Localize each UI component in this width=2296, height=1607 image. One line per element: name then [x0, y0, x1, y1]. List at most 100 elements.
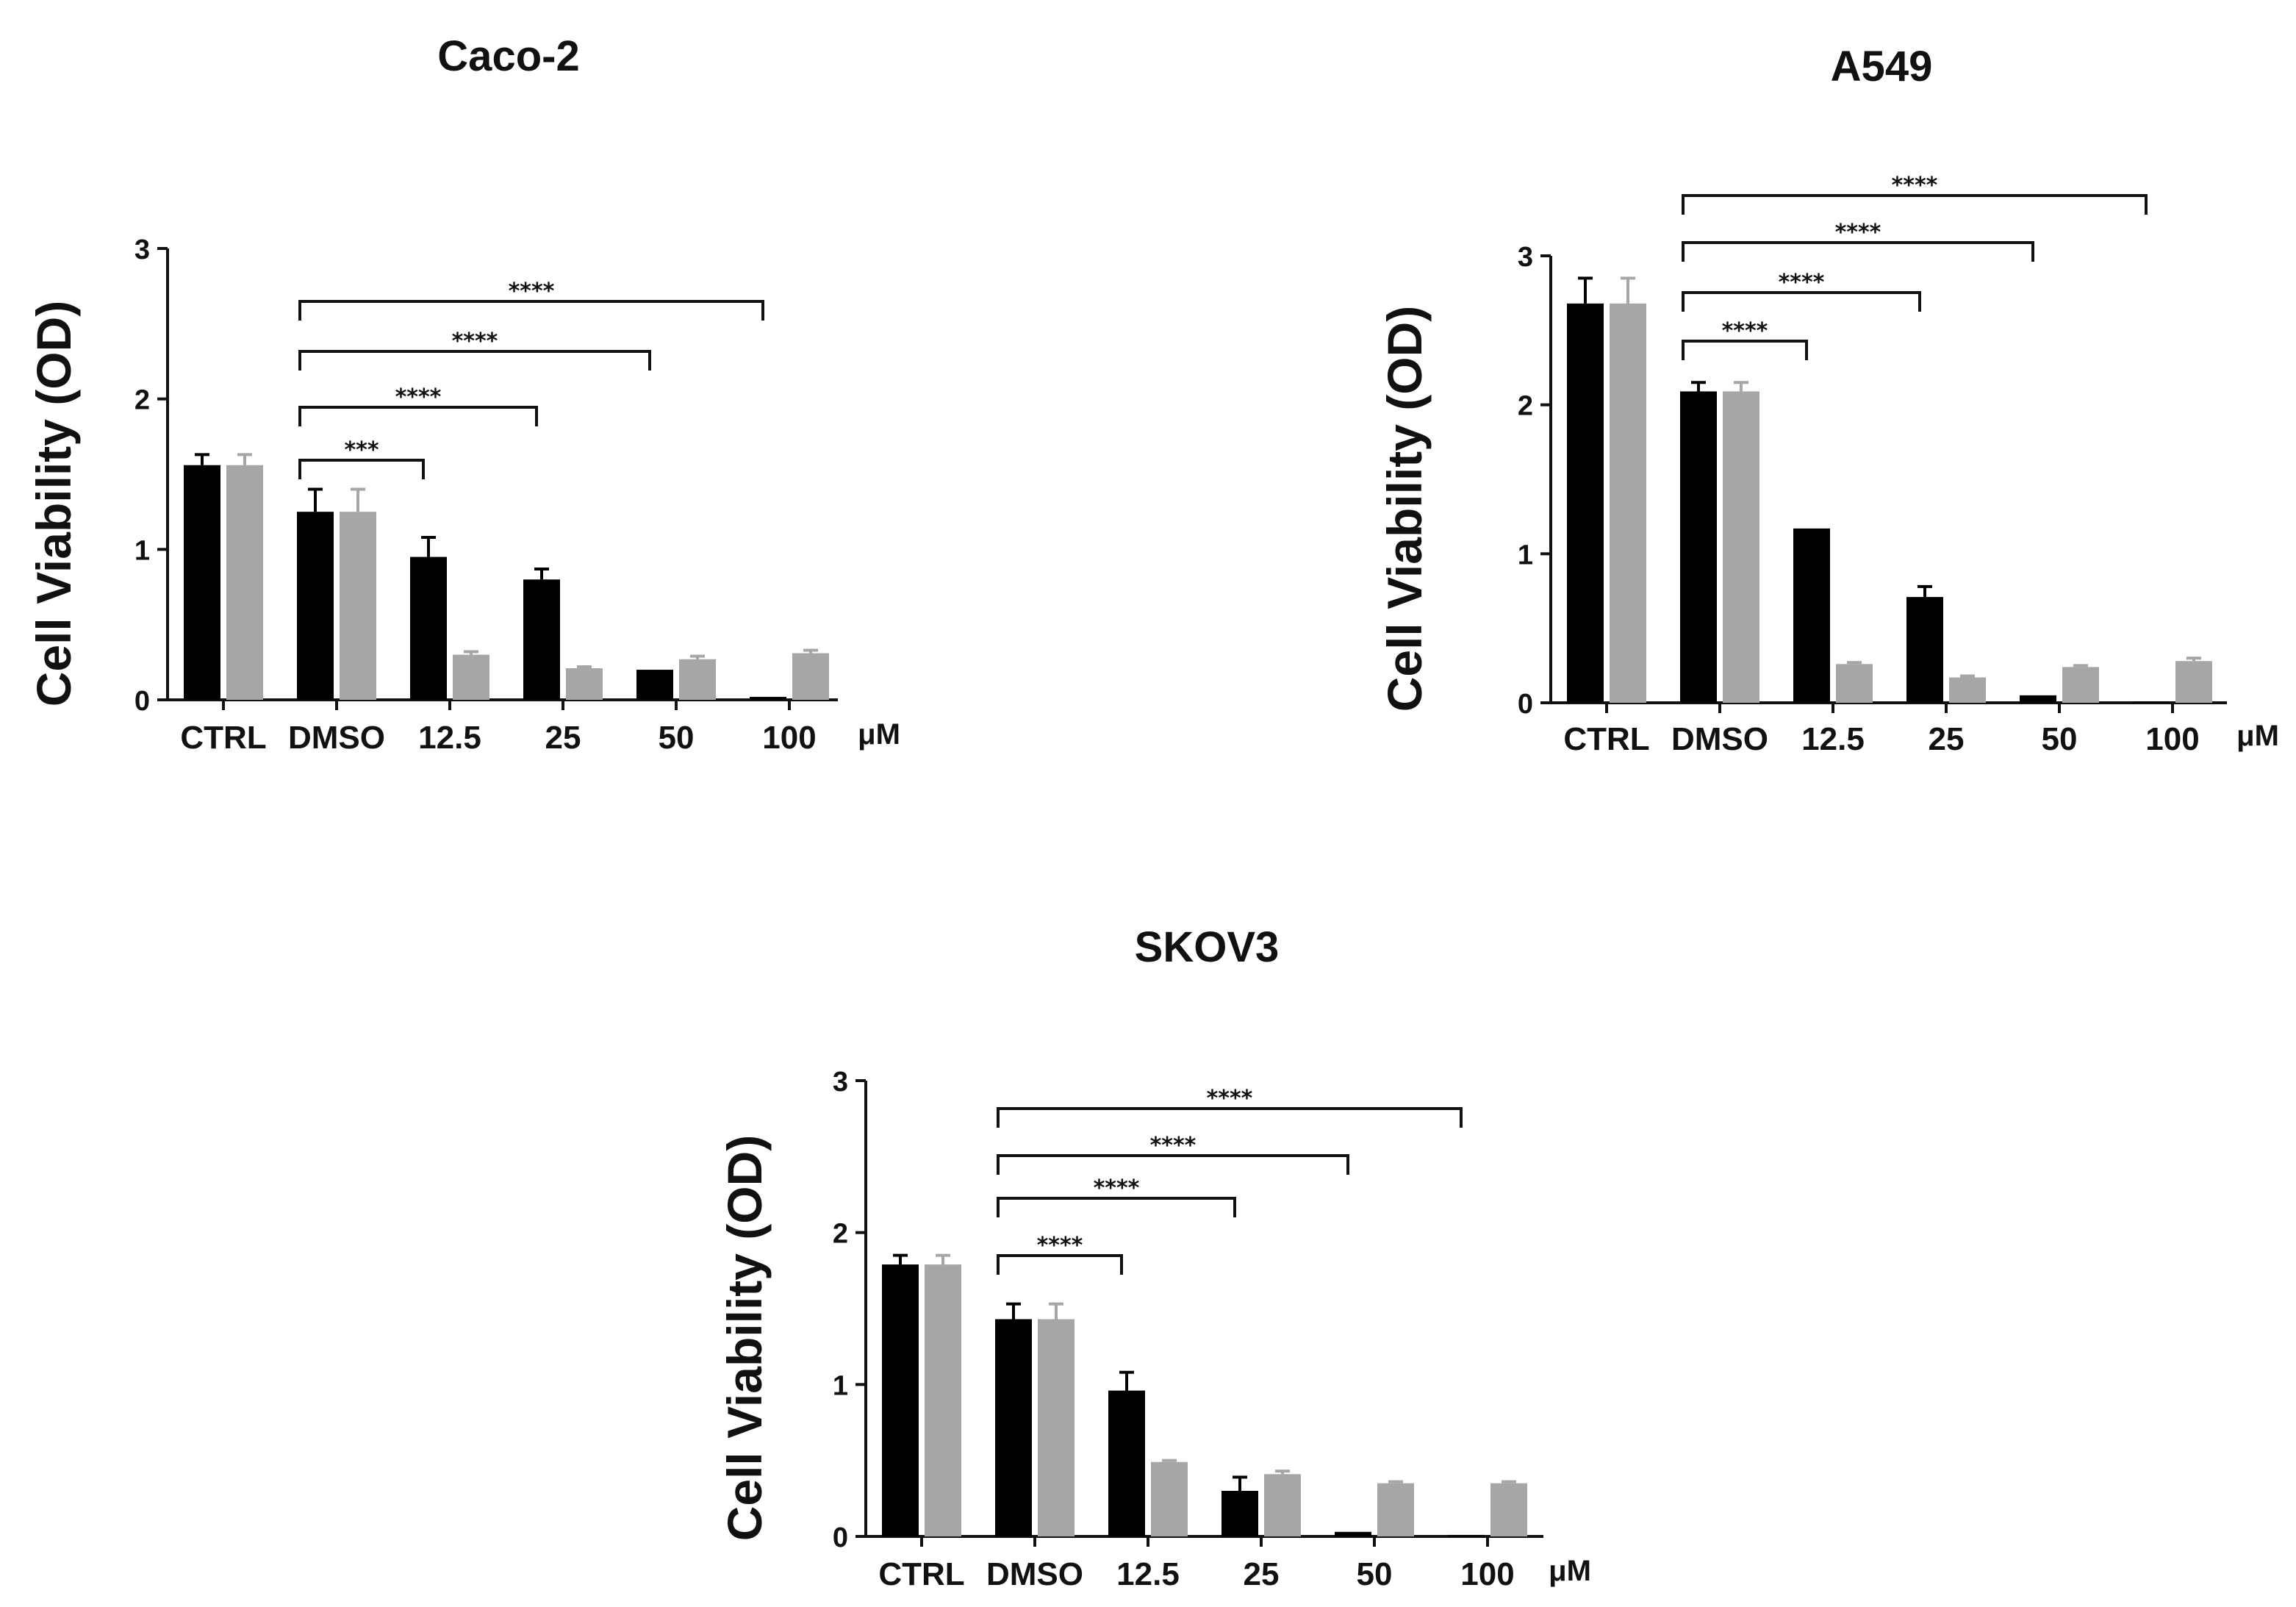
- significance-bracket: [298, 406, 538, 426]
- bar: [995, 1319, 1032, 1536]
- bar: [1264, 1474, 1301, 1536]
- bar: [882, 1264, 919, 1536]
- significance-label: ****: [452, 329, 498, 354]
- x-tick-label: 25: [1929, 721, 1965, 757]
- significance-label: ****: [509, 279, 555, 304]
- y-axis-label: Cell Viability (OD): [717, 1135, 772, 1542]
- significance-label: ****: [1037, 1233, 1083, 1259]
- bar: [297, 512, 334, 700]
- bar: [1377, 1483, 1414, 1536]
- x-tick-label: 50: [1357, 1556, 1393, 1592]
- bar: [566, 668, 603, 700]
- bar: [1448, 1534, 1485, 1536]
- chart-skov3: SKOV3 Cell Viability (OD) 0 1 2 3 CTRL DMSO 12.5…: [717, 923, 1591, 1592]
- x-tick-label: 12.5: [1801, 721, 1865, 757]
- bar: [1335, 1531, 1371, 1536]
- significance-label: ***: [344, 437, 379, 463]
- bar: [1723, 391, 1759, 703]
- x-tick-label: CTRL: [878, 1556, 964, 1592]
- significance-label: ****: [1722, 318, 1768, 344]
- bar: [1949, 677, 1986, 703]
- y-tick-label: 0: [1518, 689, 1533, 720]
- significance-bracket: [997, 1254, 1123, 1275]
- y-tick-label: 2: [1518, 391, 1533, 422]
- x-tick-label: DMSO: [1671, 721, 1768, 757]
- bar: [2175, 661, 2212, 703]
- significance-label: ****: [1150, 1133, 1197, 1159]
- significance-label: ****: [1892, 173, 1938, 198]
- y-tick-label: 0: [833, 1522, 848, 1553]
- bar: [925, 1264, 961, 1536]
- unit-label: μM: [1549, 1555, 1591, 1587]
- y-tick-label: 3: [1518, 242, 1533, 273]
- x-tick-label: DMSO: [288, 720, 385, 756]
- x-tick-label: 50: [2042, 721, 2078, 757]
- x-tick-label: 12.5: [418, 720, 481, 756]
- chart-title: SKOV3: [1135, 923, 1280, 971]
- bar: [453, 654, 489, 700]
- bar: [792, 653, 829, 700]
- bar: [1221, 1491, 1258, 1536]
- x-tick-label: 50: [659, 720, 695, 756]
- chart-a549: A549 Cell Viability (OD) 0 1 2 3 CTRL DMSO 12.5 2…: [1377, 43, 2279, 757]
- x-tick-label: 12.5: [1116, 1556, 1180, 1592]
- x-tick-label: 25: [545, 720, 581, 756]
- bar: [2133, 701, 2170, 703]
- x-tick-label: 100: [762, 720, 816, 756]
- bar: [636, 670, 673, 700]
- y-tick-label: 3: [134, 235, 150, 265]
- y-axis-label: Cell Viability (OD): [26, 301, 81, 707]
- bar: [1151, 1461, 1188, 1536]
- significance-label: ****: [1207, 1086, 1253, 1112]
- x-tick-label: CTRL: [1563, 721, 1649, 757]
- significance-bracket: [997, 1107, 1463, 1128]
- significance-bracket: [997, 1197, 1236, 1217]
- bar: [1836, 664, 1873, 703]
- significance-label: ****: [1094, 1175, 1140, 1201]
- significance-bracket: [1682, 291, 1921, 312]
- significance-label: ****: [1779, 270, 1825, 296]
- x-tick-label: DMSO: [986, 1556, 1083, 1592]
- y-tick-label: 1: [833, 1370, 848, 1401]
- bar: [1610, 303, 1646, 703]
- significance-bracket: [298, 350, 651, 371]
- significance-label: ****: [395, 384, 442, 410]
- y-tick-label: 3: [833, 1067, 848, 1098]
- bar: [1108, 1390, 1145, 1536]
- significance-bracket: [1682, 340, 1808, 360]
- bar: [750, 696, 786, 700]
- bar: [340, 512, 376, 700]
- significance-label: ****: [1835, 220, 1881, 246]
- bar: [1490, 1483, 1527, 1536]
- y-tick-label: 2: [833, 1219, 848, 1250]
- significance-bracket: [298, 300, 764, 321]
- x-tick-label: CTRL: [180, 720, 266, 756]
- bar: [679, 659, 716, 700]
- chart-title: A549: [1831, 43, 1933, 90]
- y-tick-label: 1: [134, 535, 150, 566]
- x-tick-label: 100: [1460, 1556, 1514, 1592]
- y-tick-label: 2: [134, 385, 150, 416]
- bar: [184, 465, 220, 700]
- significance-bracket: [1682, 241, 2034, 262]
- significance-bracket: [997, 1154, 1349, 1175]
- bar: [1567, 303, 1604, 703]
- significance-bracket: [298, 459, 425, 479]
- unit-label: μM: [2236, 720, 2279, 752]
- y-axis-label: Cell Viability (OD): [1377, 306, 1432, 712]
- x-tick-label: 25: [1244, 1556, 1280, 1592]
- bar: [2062, 667, 2099, 703]
- significance-bracket: [1682, 194, 2148, 215]
- bar: [1793, 528, 1830, 703]
- bar: [1680, 391, 1717, 703]
- y-tick-label: 1: [1518, 540, 1533, 570]
- bar: [2020, 695, 2056, 703]
- bar: [523, 579, 560, 700]
- y-tick-label: 0: [134, 686, 150, 717]
- chart-caco2: Caco-2 Cell Viability (OD) 0 1 2 3 CTRL DMSO 12.…: [26, 32, 900, 756]
- bar: [410, 556, 447, 700]
- bar: [226, 465, 263, 700]
- chart-title: Caco-2: [437, 32, 579, 80]
- bar: [1038, 1319, 1075, 1536]
